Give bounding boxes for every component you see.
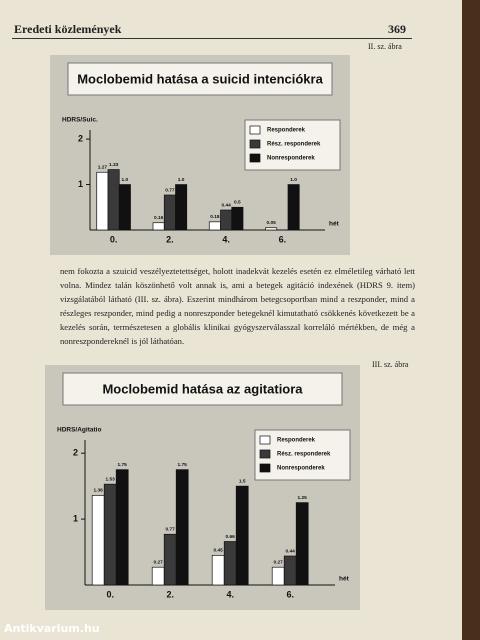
legend-swatch bbox=[249, 153, 261, 163]
running-head: Eredeti közlemények bbox=[14, 22, 122, 36]
bar bbox=[271, 566, 285, 586]
value-label: 1.53 bbox=[106, 476, 116, 482]
x-tick-label: 4. bbox=[222, 234, 230, 244]
value-label: 0.45 bbox=[214, 548, 224, 554]
y-tick-label: 1 bbox=[73, 513, 78, 523]
x-tick-label: 4. bbox=[226, 589, 234, 599]
bar bbox=[96, 171, 109, 231]
value-label: 1.36 bbox=[94, 488, 104, 494]
bar bbox=[295, 502, 309, 586]
chart-title: Moclobemid hatása a suicid intenciókra bbox=[77, 71, 323, 86]
legend-swatch bbox=[259, 435, 271, 445]
x-axis-label: hét bbox=[329, 221, 340, 228]
legend-box bbox=[244, 119, 341, 171]
y-tick-label: 1 bbox=[78, 179, 83, 189]
legend-swatch bbox=[259, 449, 271, 459]
x-tick-label: 0. bbox=[110, 234, 118, 244]
legend-box bbox=[254, 429, 351, 481]
value-label: 0.44 bbox=[221, 202, 231, 208]
bar bbox=[287, 184, 300, 231]
bar bbox=[223, 541, 237, 586]
value-label: 1.0 bbox=[122, 177, 129, 183]
legend-swatch bbox=[249, 139, 261, 149]
legend-label: Nonresponderek bbox=[267, 156, 315, 162]
figure-label: II. sz. ábra bbox=[368, 42, 402, 51]
bar bbox=[103, 483, 117, 586]
x-tick-label: 6. bbox=[279, 234, 287, 244]
value-label: 0.27 bbox=[154, 559, 164, 565]
value-label: 1.27 bbox=[98, 165, 108, 171]
y-axis-label: HDRS/Suic. bbox=[62, 117, 98, 124]
bar bbox=[265, 227, 278, 231]
x-tick-label: 2. bbox=[166, 589, 174, 599]
chart: Moclobemid hatása a suicid intenciókra HD… bbox=[50, 55, 350, 255]
value-label: 0.77 bbox=[165, 187, 175, 193]
y-tick-label: 2 bbox=[73, 448, 78, 458]
bar bbox=[231, 206, 244, 231]
y-tick-label: 2 bbox=[78, 133, 83, 143]
watermark: Antikvarium.hu bbox=[4, 622, 100, 635]
bar bbox=[175, 184, 188, 231]
bar bbox=[163, 194, 176, 231]
value-label: 1.33 bbox=[109, 162, 119, 168]
value-label: 1.75 bbox=[178, 462, 188, 468]
figure-label: III. sz. ábra bbox=[372, 360, 409, 369]
value-label: 0.18 bbox=[210, 214, 220, 220]
value-label: 0.44 bbox=[286, 548, 296, 554]
page-number: 369 bbox=[388, 22, 406, 36]
bar bbox=[211, 554, 225, 586]
bar bbox=[163, 533, 177, 586]
value-label: 0.27 bbox=[274, 559, 284, 565]
legend-label: Rész. responderek bbox=[267, 142, 321, 148]
chart-title: Moclobemid hatása az agitatiora bbox=[102, 381, 303, 396]
value-label: 0.5 bbox=[234, 200, 241, 206]
value-label: 1.5 bbox=[239, 478, 246, 484]
bar bbox=[235, 485, 249, 586]
bar bbox=[283, 555, 297, 586]
legend-label: Nonresponderek bbox=[277, 466, 325, 472]
x-tick-label: 6. bbox=[286, 589, 294, 599]
value-label: 0.16 bbox=[154, 215, 164, 221]
value-label: 1.75 bbox=[118, 462, 128, 468]
value-label: 0.77 bbox=[166, 527, 176, 533]
bar bbox=[151, 566, 165, 586]
y-axis-label: HDRS/Agitatio bbox=[57, 427, 101, 434]
value-label: 0.66 bbox=[226, 534, 236, 540]
bar bbox=[220, 209, 233, 231]
value-label: 1.0 bbox=[178, 177, 185, 183]
body-paragraph: nem fokozta a szuicid veszélyeztetettség… bbox=[60, 266, 415, 346]
header-rule bbox=[12, 38, 412, 39]
value-label: 0.05 bbox=[266, 220, 276, 226]
bar bbox=[91, 495, 105, 586]
x-tick-label: 0. bbox=[106, 589, 114, 599]
bar bbox=[115, 469, 129, 586]
legend-swatch bbox=[259, 463, 271, 473]
legend-swatch bbox=[249, 125, 261, 135]
chart: Moclobemid hatása az agitatiora HDRS/Agit… bbox=[45, 365, 360, 610]
bar bbox=[107, 169, 120, 231]
bar bbox=[152, 222, 165, 231]
bar bbox=[208, 221, 221, 231]
legend-label: Responderek bbox=[277, 438, 316, 444]
x-axis-label: hét bbox=[339, 576, 350, 583]
title-box bbox=[67, 62, 333, 96]
value-label: 1.25 bbox=[298, 495, 308, 501]
bar bbox=[118, 184, 131, 231]
x-tick-label: 2. bbox=[166, 234, 174, 244]
bar bbox=[175, 469, 189, 586]
legend-label: Rész. responderek bbox=[277, 452, 331, 458]
paper-page: Eredeti közlemények 369 II. sz. ábra nem… bbox=[0, 0, 462, 640]
title-box bbox=[62, 372, 343, 406]
value-label: 1.0 bbox=[290, 177, 297, 183]
legend-label: Responderek bbox=[267, 128, 306, 134]
